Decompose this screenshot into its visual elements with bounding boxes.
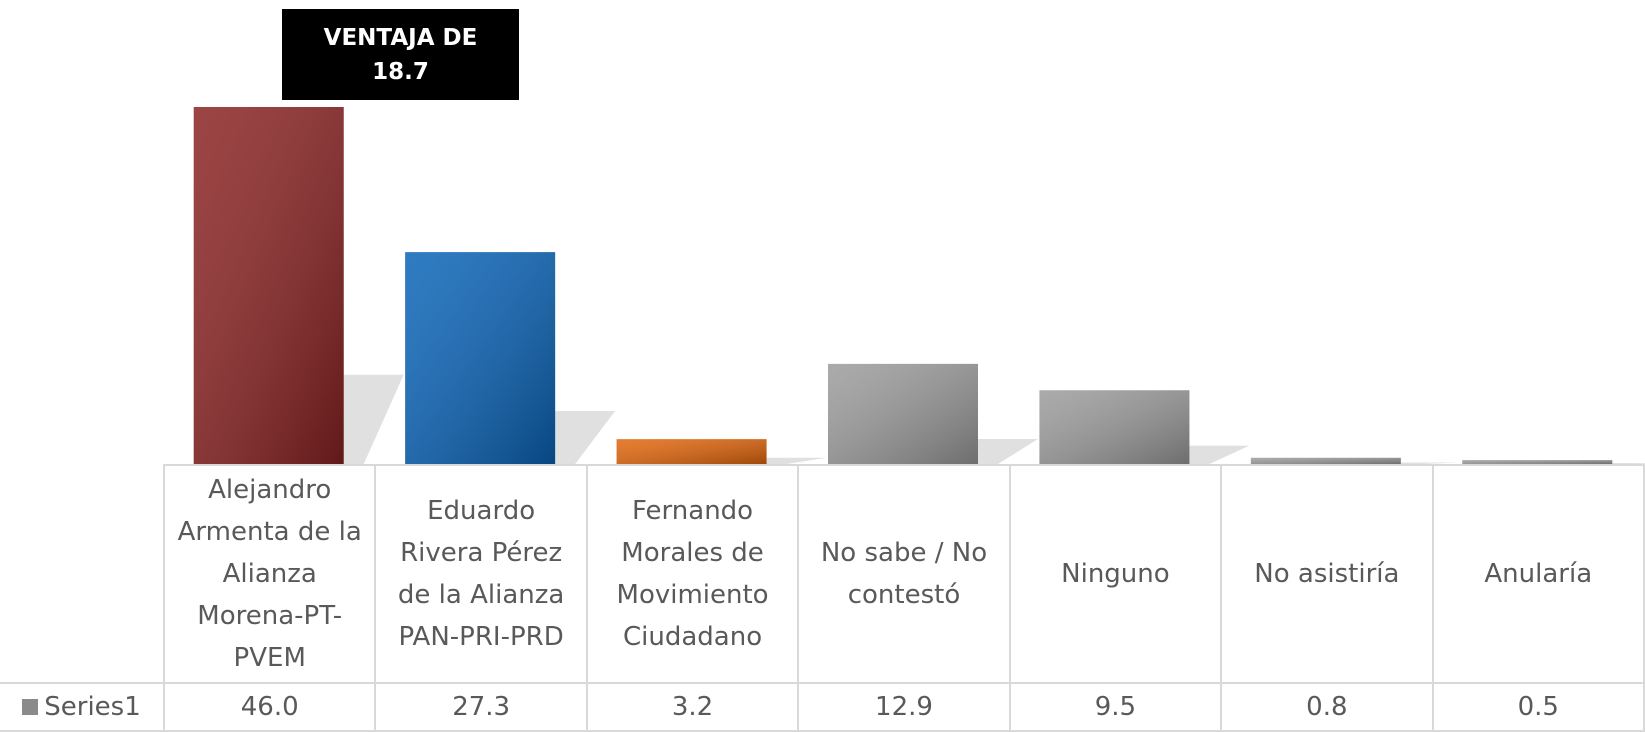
- bar-shade: [1039, 390, 1190, 464]
- bar-shade: [828, 363, 978, 464]
- bar-shadow: [343, 374, 404, 464]
- bar-shade: [405, 252, 556, 464]
- bar-shade: [193, 107, 344, 464]
- bar-shade: [616, 439, 767, 464]
- legend-swatch: [22, 699, 39, 715]
- category-label: Anularía: [1431, 464, 1645, 684]
- bar-shadow: [555, 411, 616, 464]
- legend-label: Series1: [44, 692, 141, 722]
- value-label: 0.8: [1220, 682, 1434, 732]
- legend-entry: Series1: [0, 682, 165, 732]
- value-label: 27.3: [374, 682, 588, 732]
- value-label: 3.2: [585, 682, 800, 732]
- bar-shadow: [766, 457, 827, 464]
- category-label: Eduardo Rivera Pérez de la Alianza PAN-P…: [374, 464, 588, 684]
- category-label: No sabe / No contestó: [797, 464, 1011, 684]
- value-label: 0.5: [1431, 682, 1645, 732]
- bar-shadow: [1612, 463, 1645, 464]
- bar-shadow: [1400, 462, 1461, 464]
- value-label: 46.0: [163, 682, 377, 732]
- bar-shade: [1462, 460, 1613, 464]
- category-label: Alejandro Armenta de la Alianza Morena-P…: [163, 464, 377, 684]
- category-label: Ninguno: [1008, 464, 1223, 684]
- bar-shadow: [1189, 445, 1250, 464]
- category-label: Fernando Morales de Movimiento Ciudadano: [585, 464, 800, 684]
- category-label: No asistiría: [1220, 464, 1434, 684]
- bar-shade: [1250, 457, 1401, 464]
- annotation: VENTAJA DE 18.7: [282, 9, 519, 100]
- bar-shadow: [978, 438, 1038, 464]
- value-label: 9.5: [1008, 682, 1223, 732]
- value-label: 12.9: [797, 682, 1011, 732]
